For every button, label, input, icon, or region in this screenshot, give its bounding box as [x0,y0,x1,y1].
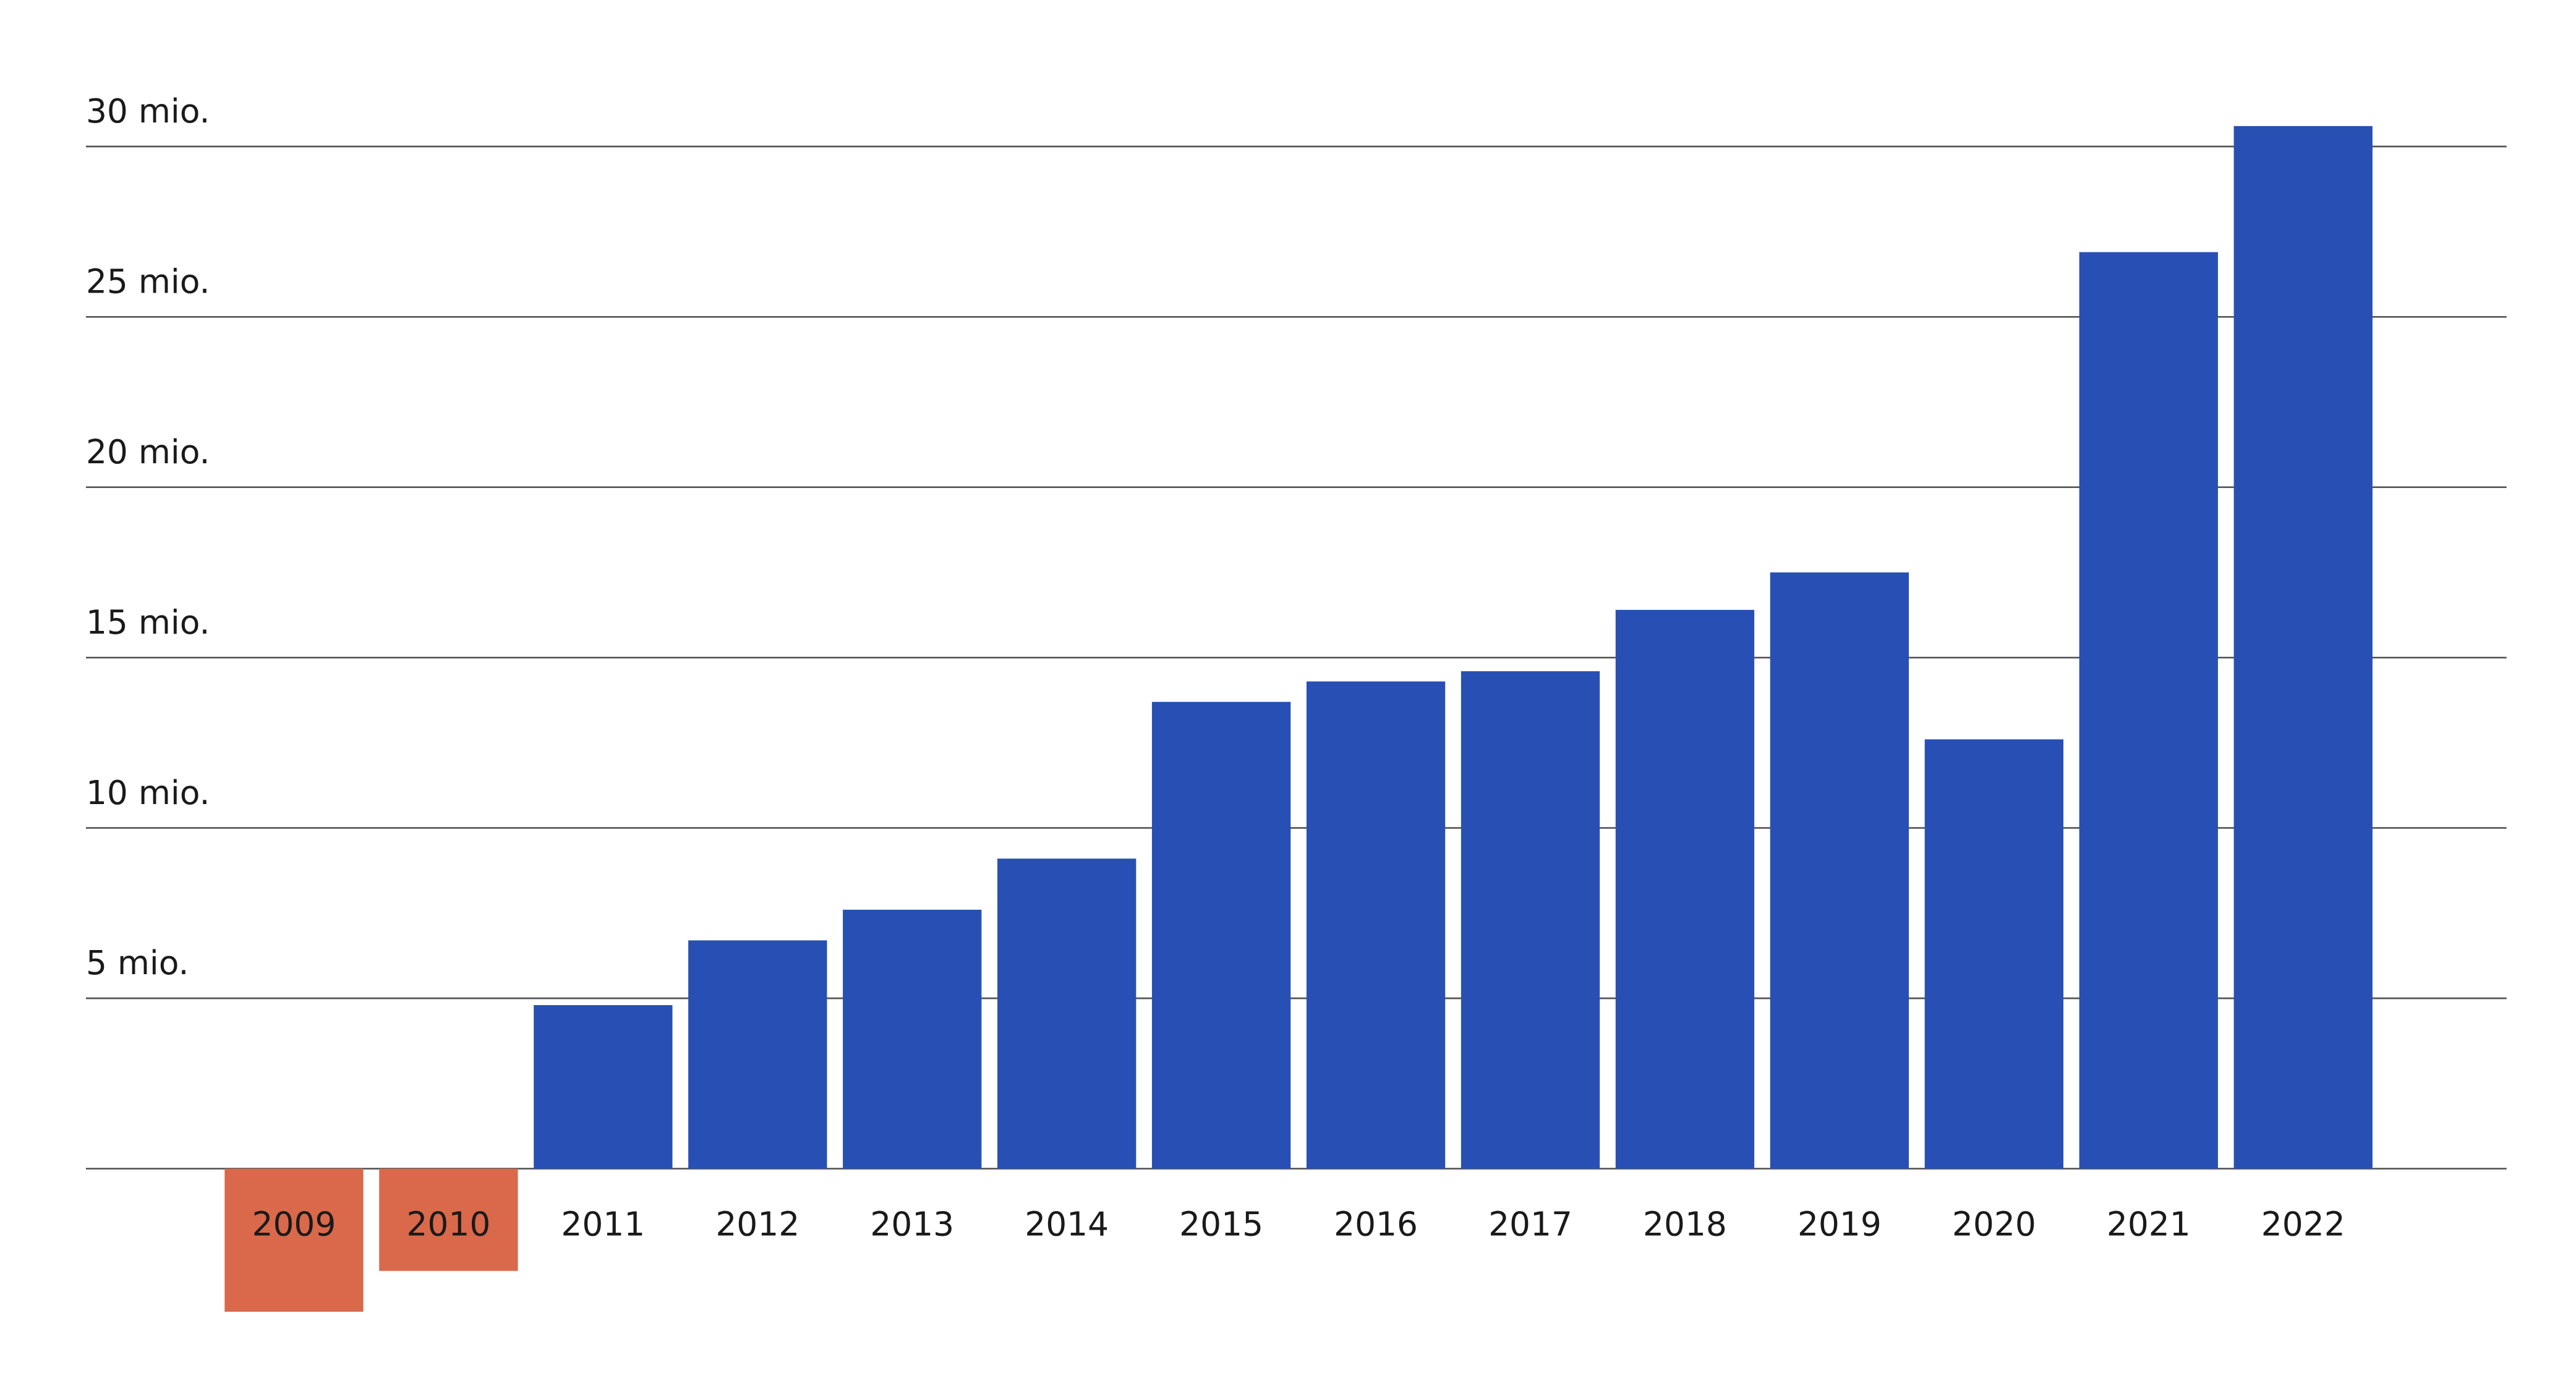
x-tick-label: 2016 [1334,1205,1418,1244]
x-tick-label: 2021 [2107,1205,2191,1244]
bar [1615,610,1755,1169]
bar [534,1005,673,1169]
y-tick-label: 15 mio. [86,602,210,641]
y-tick-label: 30 mio. [86,92,210,131]
bar [997,859,1137,1169]
x-tick-label: 2019 [1798,1205,1882,1244]
bar [688,940,827,1169]
bar [843,909,982,1169]
bar [1770,572,1909,1169]
x-tick-label: 2018 [1643,1205,1727,1244]
x-tick-label: 2011 [561,1205,645,1244]
y-tick-label: 10 mio. [86,773,210,812]
bar [1151,701,1291,1169]
x-tick-label: 2010 [406,1205,490,1244]
x-tick-label: 2014 [1025,1205,1109,1244]
x-tick-label: 2020 [1952,1205,2036,1244]
y-tick-label: 20 mio. [86,432,210,471]
bar [1306,681,1446,1169]
y-tick-label: 5 mio. [86,943,189,982]
bar [1461,671,1600,1169]
x-tick-label: 2013 [870,1205,954,1244]
bar [379,1168,518,1271]
bar [2079,252,2218,1169]
bar [1924,739,2064,1169]
bar [2233,126,2373,1169]
x-tick-label: 2022 [2261,1205,2345,1244]
x-tick-label: 2012 [715,1205,800,1244]
x-tick-label: 2017 [1488,1205,1572,1244]
x-tick-label: 2009 [252,1205,336,1244]
y-tick-label: 25 mio. [86,262,210,301]
x-tick-label: 2015 [1179,1205,1263,1244]
bar [224,1168,364,1312]
